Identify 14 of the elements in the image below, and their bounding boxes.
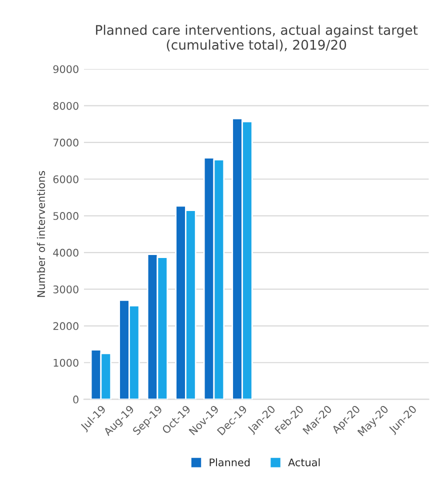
legend-label: Actual xyxy=(288,458,320,466)
y-tick-label: 5000 xyxy=(53,212,78,220)
y-tick-label: 4000 xyxy=(53,248,78,257)
y-tick-label: 7000 xyxy=(53,138,78,147)
y-tick-label: 1000 xyxy=(54,358,78,367)
y-tick-label: 0 xyxy=(73,396,78,404)
y-tick-label: 6000 xyxy=(53,175,78,184)
y-tick-label: 3000 xyxy=(53,285,78,294)
y-tick-label: 2000 xyxy=(53,322,78,330)
y-tick-label: 9000 xyxy=(53,65,78,74)
y-axis-title: Number of interventions xyxy=(36,171,46,297)
chart-title: Planned care interventions, actual against target (cumulative total), 2019/20 xyxy=(96,24,418,52)
legend-label: Planned xyxy=(210,458,250,466)
y-tick-label: 8000 xyxy=(53,102,78,110)
